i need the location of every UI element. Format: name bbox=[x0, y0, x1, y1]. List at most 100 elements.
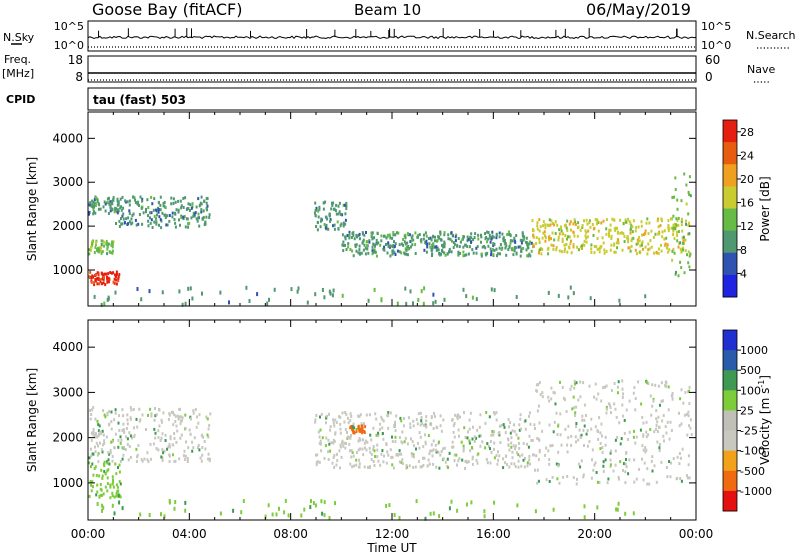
echo-cell bbox=[377, 459, 380, 463]
echo-cell bbox=[513, 245, 516, 249]
echo-cell bbox=[117, 466, 119, 469]
echo-cell bbox=[515, 234, 518, 237]
echo-cell bbox=[398, 449, 401, 453]
echo-cell bbox=[114, 273, 116, 277]
echo-cell bbox=[171, 215, 174, 219]
echo-cell bbox=[500, 248, 503, 251]
echo-cell bbox=[686, 433, 689, 437]
echo-cell bbox=[566, 219, 569, 223]
echo-cell bbox=[412, 238, 415, 242]
echo-cell bbox=[89, 417, 92, 421]
echo-cell bbox=[339, 466, 341, 470]
echo-cell bbox=[405, 252, 408, 256]
echo-cell bbox=[131, 214, 134, 217]
echo-cell bbox=[393, 251, 396, 255]
echo-cell bbox=[492, 242, 495, 245]
echo-cell bbox=[347, 245, 350, 249]
echo-cell bbox=[342, 444, 345, 448]
colorbar-segment bbox=[723, 450, 737, 472]
echo-cell bbox=[189, 432, 192, 436]
freq-tick-bottom-left: 8 bbox=[75, 70, 83, 84]
echo-cell bbox=[651, 455, 654, 459]
echo-cell bbox=[316, 228, 319, 232]
date-title: 06/May/2019 bbox=[586, 0, 691, 19]
echo-cell bbox=[348, 236, 351, 240]
echo-cell bbox=[115, 270, 118, 274]
echo-cell bbox=[676, 207, 679, 211]
echo-cell bbox=[529, 462, 531, 466]
echo-cell bbox=[422, 301, 425, 306]
echo-cell bbox=[573, 234, 576, 238]
echo-cell bbox=[596, 480, 599, 484]
echo-cell bbox=[674, 188, 677, 191]
echo-cell bbox=[436, 246, 439, 250]
echo-cell bbox=[339, 443, 342, 447]
echo-cell bbox=[451, 233, 454, 237]
echo-cell bbox=[178, 289, 181, 294]
echo-cell bbox=[99, 493, 102, 497]
echo-cell bbox=[412, 465, 415, 469]
echo-cell bbox=[564, 234, 567, 237]
echo-cell bbox=[589, 225, 592, 229]
echo-cell bbox=[402, 238, 405, 241]
echo-cell bbox=[109, 251, 112, 254]
echo-cell bbox=[403, 440, 406, 444]
echo-cell bbox=[323, 223, 326, 226]
echo-cell bbox=[627, 217, 629, 221]
echo-cell bbox=[604, 385, 606, 389]
echo-cell bbox=[180, 216, 183, 219]
echo-cell bbox=[576, 477, 578, 481]
echo-cell bbox=[92, 433, 95, 437]
echo-cell bbox=[180, 419, 183, 423]
echo-cell bbox=[242, 499, 245, 503]
echo-cell bbox=[368, 446, 371, 450]
echo-cell bbox=[156, 213, 158, 217]
echo-cell bbox=[341, 439, 344, 443]
echo-cell bbox=[113, 418, 116, 422]
echo-cell bbox=[439, 230, 442, 234]
echo-cell bbox=[129, 416, 132, 420]
echo-cell bbox=[376, 455, 379, 459]
echo-cell bbox=[101, 493, 104, 497]
echo-cell bbox=[191, 296, 194, 301]
echo-cell bbox=[342, 244, 345, 247]
echo-cell bbox=[88, 210, 91, 214]
echo-cell bbox=[561, 385, 564, 389]
echo-cell bbox=[107, 280, 110, 284]
echo-cell bbox=[184, 301, 187, 306]
echo-cell bbox=[513, 236, 516, 240]
echo-cell bbox=[536, 481, 539, 485]
echo-cell bbox=[491, 230, 494, 234]
echo-cell bbox=[574, 435, 577, 439]
echo-cell bbox=[315, 206, 318, 210]
echo-cell bbox=[381, 417, 384, 421]
echo-cell bbox=[567, 295, 570, 300]
echo-cell bbox=[488, 415, 491, 419]
echo-cell bbox=[143, 457, 146, 461]
echo-cell bbox=[566, 250, 569, 254]
echo-cell bbox=[629, 231, 632, 235]
echo-cell bbox=[520, 427, 523, 431]
echo-cell bbox=[672, 223, 675, 227]
echo-cell bbox=[105, 239, 108, 243]
echo-cell bbox=[592, 227, 595, 231]
echo-cell bbox=[483, 509, 486, 514]
echo-cell bbox=[111, 249, 114, 253]
echo-cell bbox=[344, 222, 347, 226]
echo-cell bbox=[377, 431, 380, 435]
echo-cell bbox=[440, 429, 443, 433]
echo-cell bbox=[126, 200, 129, 204]
echo-cell bbox=[150, 412, 153, 416]
echo-cell bbox=[121, 506, 124, 511]
echo-cell bbox=[489, 236, 492, 240]
echo-cell bbox=[352, 454, 355, 458]
echo-cell bbox=[536, 221, 539, 225]
echo-cell bbox=[141, 222, 144, 226]
echo-cell bbox=[342, 224, 345, 228]
echo-cell bbox=[380, 239, 383, 243]
echo-cell bbox=[107, 272, 110, 276]
echo-cell bbox=[529, 240, 531, 244]
echo-cell bbox=[159, 208, 162, 212]
echo-cell bbox=[318, 460, 321, 464]
echo-cell bbox=[617, 230, 619, 234]
